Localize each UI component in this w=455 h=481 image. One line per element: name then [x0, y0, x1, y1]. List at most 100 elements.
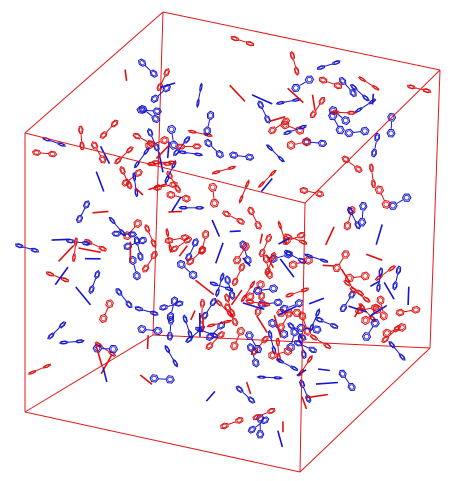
- ring-bond: [325, 63, 333, 67]
- phenyl-ring: [346, 110, 357, 115]
- phenyl-ring: [134, 306, 144, 312]
- edge-on-molecule: [242, 302, 265, 311]
- phenyl-ring-inner: [269, 352, 276, 359]
- ring-bond: [312, 316, 317, 324]
- phenyl-ring: [166, 311, 175, 322]
- phenyl-ring-inner: [135, 161, 140, 167]
- phenyl-ring: [267, 329, 273, 340]
- biphenyl-molecule: [371, 132, 380, 158]
- phenyl-ring: [133, 219, 142, 229]
- biphenyl-molecule: [58, 339, 85, 345]
- phenyl-ring-inner: [196, 206, 203, 209]
- biphenyl-molecule: [231, 262, 246, 287]
- ring-bond: [323, 321, 331, 325]
- phenyl-ring: [338, 369, 347, 378]
- phenyl-ring: [153, 326, 163, 336]
- phenyl-ring-inner: [278, 324, 284, 330]
- edge-on-molecule: [259, 233, 264, 244]
- phenyl-ring: [260, 301, 271, 307]
- biphenyl-molecule: [205, 330, 225, 351]
- edge-on-molecule: [370, 280, 381, 287]
- phenyl-ring: [374, 132, 380, 142]
- phenyl-ring: [110, 119, 119, 128]
- box-edge: [152, 334, 431, 349]
- phenyl-ring-inner: [175, 186, 180, 192]
- ring-bond: [114, 223, 121, 230]
- phenyl-ring: [235, 416, 244, 424]
- phenyl-ring-inner: [167, 376, 174, 383]
- ring-bond: [288, 125, 296, 130]
- biphenyl-molecule: [164, 234, 190, 245]
- phenyl-ring: [125, 146, 134, 154]
- phenyl-ring-inner: [372, 149, 376, 156]
- phenyl-ring: [115, 288, 123, 296]
- phenyl-ring-inner: [165, 346, 169, 353]
- ring-bond: [207, 119, 211, 127]
- phenyl-ring-inner: [144, 148, 149, 154]
- phenyl-ring-inner: [199, 316, 204, 323]
- ring-bond: [212, 328, 219, 335]
- phenyl-ring: [241, 242, 250, 251]
- edge-on-molecule: [214, 242, 224, 264]
- phenyl-ring-inner: [259, 293, 264, 300]
- phenyl-ring: [166, 160, 177, 165]
- phenyl-ring-inner: [372, 320, 379, 326]
- ring-bond: [282, 317, 288, 324]
- biphenyl-molecule: [177, 150, 204, 157]
- phenyl-ring-inner: [296, 300, 303, 306]
- phenyl-ring-inner: [157, 84, 162, 90]
- phenyl-ring-inner: [316, 191, 323, 197]
- phenyl-ring-inner: [306, 254, 312, 258]
- phenyl-ring-inner: [230, 292, 235, 299]
- phenyl-ring-inner: [313, 326, 320, 333]
- phenyl-ring-inner: [79, 127, 83, 133]
- phenyl-ring-inner: [148, 129, 153, 136]
- biphenyl-molecule: [245, 299, 271, 307]
- phenyl-ring: [75, 214, 84, 224]
- biphenyl-molecule: [137, 324, 163, 336]
- phenyl-ring-inner: [211, 299, 216, 305]
- biphenyl-molecule: [328, 111, 345, 135]
- ring-bond: [388, 331, 395, 337]
- phenyl-ring-inner: [340, 371, 346, 377]
- biphenyl-molecule: [309, 96, 326, 119]
- phenyl-ring: [247, 425, 257, 434]
- phenyl-ring-inner: [176, 301, 182, 306]
- phenyl-ring: [378, 267, 383, 277]
- phenyl-ring: [178, 206, 189, 210]
- phenyl-ring-inner: [218, 322, 224, 329]
- phenyl-ring-inner: [286, 310, 292, 317]
- biphenyl-molecule: [206, 319, 232, 328]
- phenyl-ring: [168, 181, 178, 188]
- phenyl-ring: [137, 324, 147, 334]
- phenyl-ring-inner: [256, 308, 261, 315]
- phenyl-ring-inner: [47, 272, 53, 276]
- phenyl-ring: [137, 58, 147, 67]
- biphenyl-molecule: [196, 82, 203, 108]
- phenyl-ring-inner: [253, 359, 259, 366]
- phenyl-ring: [368, 163, 374, 173]
- phenyl-ring: [197, 246, 207, 255]
- phenyl-ring: [202, 229, 210, 240]
- phenyl-ring: [360, 271, 370, 281]
- edge-on-molecule: [278, 237, 290, 245]
- biphenyl-molecule: [338, 369, 356, 392]
- ring-bond: [50, 140, 58, 144]
- phenyl-ring-inner: [337, 127, 344, 133]
- phenyl-ring-inner: [135, 189, 138, 196]
- phenyl-ring: [306, 354, 313, 364]
- phenyl-ring-inner: [304, 328, 310, 335]
- phenyl-ring-inner: [136, 307, 142, 311]
- phenyl-ring-inner: [148, 141, 154, 146]
- phenyl-ring: [358, 76, 367, 83]
- phenyl-ring: [339, 304, 348, 313]
- biphenyl-molecule: [150, 83, 171, 104]
- phenyl-ring-inner: [350, 288, 357, 293]
- phenyl-ring-inner: [113, 231, 120, 236]
- phenyl-ring: [204, 138, 213, 148]
- phenyl-ring-inner: [213, 171, 220, 174]
- ring-bond: [212, 191, 215, 199]
- ring-bond: [382, 270, 389, 276]
- biphenyl-molecule: [144, 223, 157, 248]
- phenyl-ring: [319, 258, 329, 263]
